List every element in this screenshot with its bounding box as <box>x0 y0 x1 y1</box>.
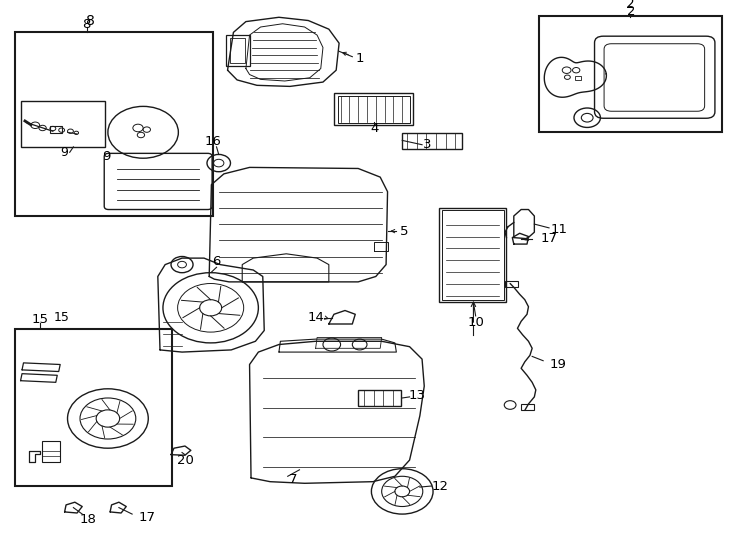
Text: 9: 9 <box>102 150 111 163</box>
Text: 8: 8 <box>82 18 91 31</box>
Bar <box>442 210 504 300</box>
Text: 17: 17 <box>540 232 558 245</box>
Text: 15: 15 <box>54 311 70 324</box>
Text: 3: 3 <box>423 138 432 151</box>
Text: 15: 15 <box>32 313 49 326</box>
Bar <box>439 208 506 302</box>
Text: 12: 12 <box>432 480 449 492</box>
Bar <box>230 38 245 63</box>
Bar <box>42 441 60 462</box>
Text: 14: 14 <box>308 311 324 324</box>
Text: 6: 6 <box>212 255 221 268</box>
Bar <box>402 133 462 149</box>
Bar <box>334 93 413 125</box>
Text: 20: 20 <box>177 454 193 467</box>
Text: 19: 19 <box>550 358 566 371</box>
Bar <box>21 101 105 147</box>
Text: 17: 17 <box>138 511 156 524</box>
Text: 9: 9 <box>61 146 68 159</box>
Text: 5: 5 <box>399 225 408 238</box>
Bar <box>505 281 518 287</box>
Text: 18: 18 <box>80 513 96 526</box>
Bar <box>539 16 722 132</box>
Text: 7: 7 <box>289 473 298 486</box>
Text: 8: 8 <box>86 14 95 28</box>
Bar <box>50 126 62 133</box>
Text: 2: 2 <box>626 0 635 11</box>
Bar <box>338 96 410 123</box>
Bar <box>15 329 172 486</box>
Text: 11: 11 <box>550 223 568 236</box>
Text: 2: 2 <box>627 5 636 18</box>
Text: 4: 4 <box>370 122 379 135</box>
Text: 13: 13 <box>408 389 426 402</box>
Bar <box>575 76 581 80</box>
Text: 1: 1 <box>355 52 364 65</box>
Bar <box>521 404 534 410</box>
Text: 16: 16 <box>205 135 221 148</box>
Bar <box>226 35 250 66</box>
Bar <box>358 390 401 406</box>
Text: 10: 10 <box>468 316 484 329</box>
Bar <box>15 32 213 216</box>
